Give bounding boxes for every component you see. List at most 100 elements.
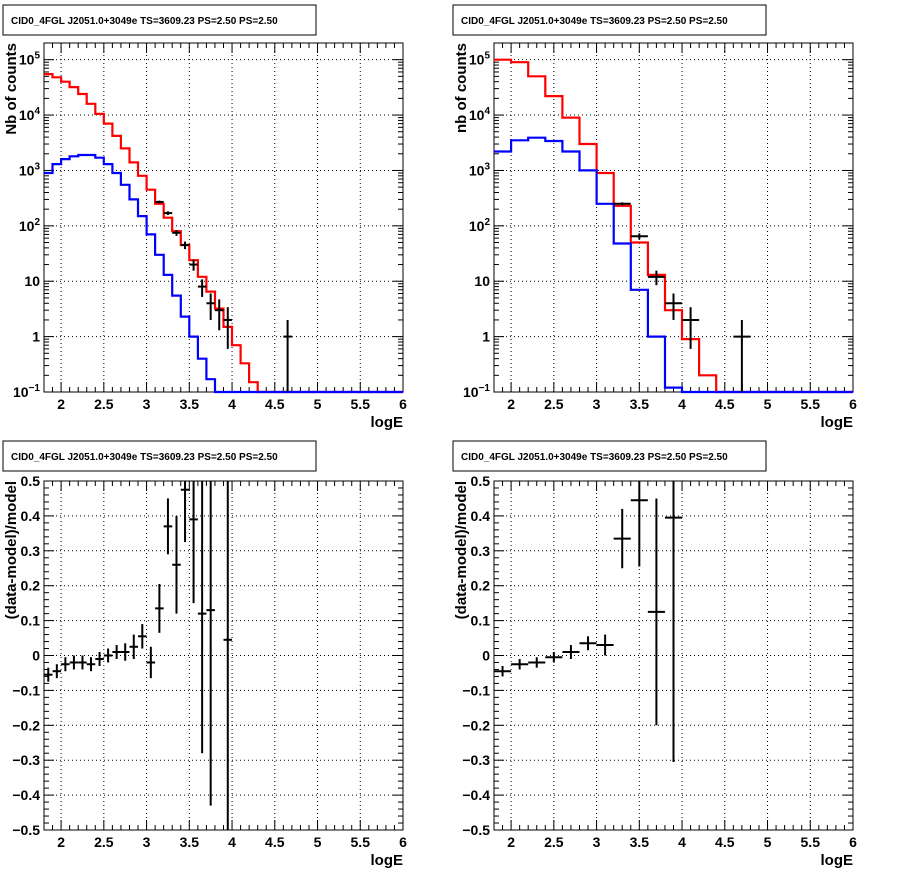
panel-bottom-left: CID0_4FGL J2051.0+3049e TS=3609.23 PS=2.… — [2, 440, 407, 869]
data-point — [103, 648, 113, 663]
data-point — [664, 293, 683, 320]
y-tick-label: 0 — [482, 648, 490, 664]
y-tick-label: −0.1 — [462, 682, 490, 698]
x-axis-label: logE — [371, 852, 404, 869]
data-point — [283, 319, 292, 392]
y-tick-base: 10 — [463, 384, 479, 400]
y-tick-label: 0 — [32, 648, 40, 664]
y-tick-label: 0.5 — [21, 473, 41, 489]
y-tick-exponent: 5 — [484, 51, 490, 62]
title-box — [452, 440, 767, 472]
data-point — [155, 583, 164, 633]
histogram-series-1 — [44, 153, 403, 394]
data-point — [562, 645, 580, 659]
x-tick-label: 5 — [764, 396, 772, 412]
x-tick-label: 2 — [57, 396, 65, 412]
x-tick-label: 2.5 — [544, 834, 564, 850]
x-tick-label: 2.5 — [94, 834, 114, 850]
y-tick-base: 10 — [19, 218, 35, 234]
x-tick-label: 2.5 — [94, 396, 114, 412]
y-tick-label: 103 — [19, 161, 41, 178]
x-tick-label: 5.5 — [801, 396, 821, 412]
y-tick-base: 10 — [19, 52, 35, 68]
y-tick-exponent: 2 — [34, 217, 40, 228]
data-point — [129, 634, 139, 659]
data-point — [163, 211, 173, 215]
data-point — [172, 515, 181, 614]
y-tick-label: 10 — [474, 273, 490, 289]
y-tick-label: 105 — [19, 51, 41, 68]
chart-title: CID0_4FGL J2051.0+3049e TS=3609.23 PS=2.… — [461, 452, 728, 463]
y-axis-label: (data-model)/model — [453, 481, 470, 619]
data-point — [682, 307, 700, 349]
y-tick-exponent: −1 — [29, 383, 41, 394]
y-tick-base: 1 — [482, 329, 490, 345]
x-tick-label: 3.5 — [630, 396, 650, 412]
data-point — [206, 293, 215, 320]
y-tick-label: −0.3 — [12, 752, 40, 768]
y-tick-label: 0.3 — [471, 543, 491, 559]
x-tick-label: 4.5 — [265, 396, 285, 412]
y-tick-label: 0.1 — [21, 613, 41, 629]
data-point — [494, 665, 512, 677]
data-point — [189, 481, 198, 604]
x-tick-label: 4.5 — [715, 396, 735, 412]
data-point — [180, 481, 190, 543]
data-point — [61, 657, 70, 672]
x-tick-label: 5.5 — [351, 834, 371, 850]
x-tick-label: 5 — [314, 396, 322, 412]
y-tick-exponent: 2 — [484, 217, 490, 228]
data-point — [112, 645, 121, 659]
y-tick-label: 104 — [19, 106, 41, 123]
title-box — [2, 4, 317, 36]
x-tick-label: 3.5 — [180, 834, 200, 850]
y-tick-label: 10 — [24, 273, 40, 289]
y-tick-label: 10−1 — [13, 383, 40, 400]
y-tick-label: −0.3 — [462, 752, 490, 768]
x-tick-label: 5.5 — [801, 834, 821, 850]
x-tick-label: 3.5 — [630, 834, 650, 850]
y-tick-label: −0.2 — [12, 717, 40, 733]
data-point — [52, 664, 62, 679]
x-tick-label: 4 — [228, 396, 236, 412]
panel-bottom-right: CID0_4FGL J2051.0+3049e TS=3609.23 PS=2.… — [452, 440, 857, 869]
y-tick-label: 10−1 — [463, 383, 490, 400]
x-tick-label: 3 — [143, 834, 151, 850]
x-tick-label: 3 — [593, 834, 601, 850]
x-axis-label: logE — [821, 414, 854, 431]
y-tick-exponent: 3 — [484, 161, 490, 172]
panel-top-right: CID0_4FGL J2051.0+3049e TS=3609.23 PS=2.… — [452, 4, 857, 431]
x-tick-label: 6 — [849, 396, 857, 412]
data-point — [214, 299, 224, 331]
y-tick-base: 10 — [469, 218, 485, 234]
plot-frame — [43, 480, 404, 831]
y-tick-label: −0.5 — [462, 822, 490, 838]
data-point — [545, 652, 563, 663]
data-point — [155, 200, 164, 204]
y-tick-label: 0.4 — [471, 508, 491, 524]
title-box — [2, 440, 317, 472]
data-point — [95, 652, 104, 666]
x-tick-label: 4.5 — [265, 834, 285, 850]
x-tick-label: 2.5 — [544, 396, 564, 412]
data-point — [596, 634, 614, 656]
data-point — [197, 481, 207, 754]
y-tick-label: 102 — [19, 217, 41, 234]
x-tick-label: 4 — [228, 834, 236, 850]
data-point — [613, 202, 631, 206]
x-axis-label: logE — [821, 852, 854, 869]
y-tick-label: 0.2 — [21, 578, 41, 594]
data-point — [120, 643, 130, 661]
data-point — [189, 259, 198, 271]
data-point — [138, 624, 147, 649]
data-point — [69, 655, 79, 670]
data-point — [180, 241, 190, 250]
y-tick-base: 10 — [13, 384, 29, 400]
chart-title: CID0_4FGL J2051.0+3049e TS=3609.23 PS=2.… — [461, 16, 728, 27]
title-box — [452, 4, 767, 36]
chart-title: CID0_4FGL J2051.0+3049e TS=3609.23 PS=2.… — [11, 452, 278, 463]
y-tick-exponent: 4 — [34, 106, 40, 117]
y-tick-base: 10 — [469, 162, 485, 178]
y-tick-base: 10 — [24, 273, 40, 289]
